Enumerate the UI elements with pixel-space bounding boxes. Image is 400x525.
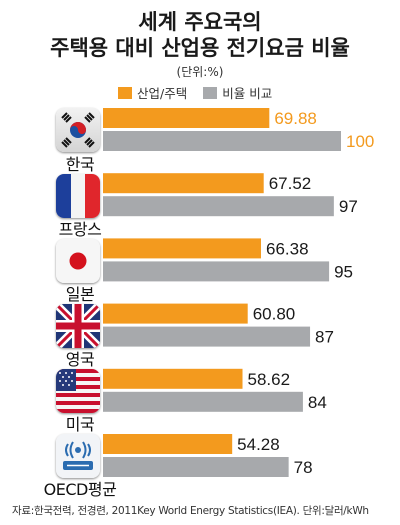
legend-label-industry: 산업/주택	[137, 86, 188, 101]
value-label-compare-2: 95	[334, 262, 353, 281]
country-label-usa: 미국	[65, 415, 95, 434]
source-note: 자료:한국전력, 전경련, 2011Key World Energy Stati…	[12, 505, 369, 517]
chart-title-line2: 주택용 대비 산업용 전기요금 비율	[50, 36, 350, 60]
country-label-oecd: OECD평균	[43, 480, 117, 499]
korea-flag-icon	[56, 108, 100, 152]
bar-compare-3	[103, 326, 311, 347]
legend-swatch-compare	[203, 86, 218, 99]
legend-item-industry: 산업/주택	[118, 83, 187, 102]
value-label-industry-2: 66.38	[266, 239, 309, 258]
legend-item-compare: 비율 비교	[203, 83, 272, 102]
japan-flag-icon	[56, 239, 100, 283]
bar-industry-0	[103, 108, 270, 128]
bar-compare-5	[103, 457, 289, 477]
value-label-compare-1: 97	[339, 197, 358, 216]
usa-flag-icon	[56, 369, 100, 413]
value-label-compare-4: 84	[308, 393, 327, 412]
bar-compare-2	[103, 261, 330, 282]
bar-compare-4	[103, 391, 303, 412]
france-flag-icon	[56, 174, 100, 218]
bar-industry-4	[103, 368, 243, 389]
uk-flag-icon	[56, 304, 100, 348]
bar-industry-1	[103, 173, 264, 194]
bar-compare-0	[103, 131, 341, 151]
value-label-compare-5: 78	[294, 458, 313, 477]
country-label-uk: 영국	[65, 350, 95, 369]
legend-swatch-industry	[118, 86, 132, 99]
chart-title-line1: 세계 주요국의	[138, 10, 262, 34]
value-label-compare-3: 87	[315, 328, 334, 347]
value-label-compare-0: 100	[346, 132, 374, 151]
value-label-industry-3: 60.80	[253, 305, 296, 324]
country-label-korea: 한국	[65, 155, 95, 174]
bar-industry-3	[103, 303, 248, 324]
value-label-industry-5: 54.28	[237, 435, 280, 454]
oecd-logo-icon	[56, 434, 100, 478]
legend: 산업/주택 비율 비교	[118, 83, 288, 102]
value-label-industry-0: 69.88	[274, 109, 317, 128]
value-label-industry-4: 58.62	[248, 370, 291, 389]
unit-label: (단위:%)	[176, 65, 224, 79]
country-label-france: 프랑스	[58, 220, 102, 239]
value-label-industry-1: 67.52	[269, 174, 312, 193]
legend-label-compare: 비율 비교	[222, 86, 273, 101]
country-label-japan: 일본	[65, 285, 95, 304]
bar-industry-5	[103, 434, 233, 454]
bar-industry-2	[103, 238, 261, 259]
bar-compare-1	[103, 196, 334, 217]
